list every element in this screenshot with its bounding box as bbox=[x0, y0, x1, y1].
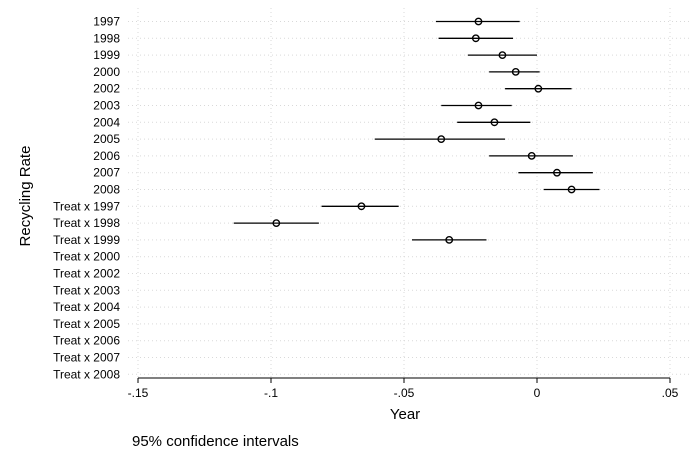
y-tick-label: 1997 bbox=[93, 15, 120, 29]
point-estimate bbox=[511, 68, 520, 76]
point-estimate bbox=[498, 51, 507, 59]
point-estimate bbox=[272, 219, 281, 228]
y-tick-label: Treat x 2002 bbox=[53, 267, 120, 281]
point-estimate bbox=[437, 135, 446, 144]
chart-note: 95% confidence intervals bbox=[132, 433, 299, 450]
point-estimate bbox=[553, 168, 561, 177]
point-estimate bbox=[445, 235, 454, 244]
point-estimate bbox=[490, 118, 499, 127]
y-tick-label: 2002 bbox=[93, 82, 120, 96]
point-estimate bbox=[474, 17, 483, 26]
x-tick-label: 0 bbox=[534, 386, 541, 400]
point-estimate bbox=[471, 34, 480, 43]
y-tick-label: Treat x 2003 bbox=[53, 283, 120, 297]
y-tick-label: Treat x 2006 bbox=[53, 334, 120, 348]
point-estimate bbox=[567, 185, 576, 194]
point-estimate bbox=[527, 151, 536, 160]
y-tick-label: 1999 bbox=[93, 48, 120, 62]
y-tick-label: 2005 bbox=[93, 132, 120, 146]
y-tick-label: 2004 bbox=[93, 115, 120, 129]
y-tick-label: Treat x 2008 bbox=[53, 367, 120, 381]
y-tick-label: Treat x 1999 bbox=[53, 233, 120, 247]
x-axis-title: Year bbox=[390, 406, 420, 423]
grid bbox=[128, 8, 690, 378]
y-tick-label: 2008 bbox=[93, 183, 120, 197]
x-axis: -.15 -.1 -.05 0 .05 bbox=[128, 377, 679, 400]
y-tick-label: 1998 bbox=[93, 31, 120, 45]
y-axis-title: Recycling Rate bbox=[17, 146, 34, 247]
point-estimate bbox=[357, 202, 366, 211]
y-tick-label: Treat x 2000 bbox=[53, 250, 120, 264]
y-axis-labels: 1997 1998 1999 2000 2002 2003 2004 2005 2006 2007… bbox=[53, 15, 120, 382]
y-tick-label: 2000 bbox=[93, 65, 120, 79]
y-tick-label: 2003 bbox=[93, 99, 120, 113]
y-tick-label: Treat x 2005 bbox=[53, 317, 120, 331]
x-tick-label: .05 bbox=[662, 386, 679, 400]
estimates bbox=[233, 17, 600, 244]
y-tick-label: 2007 bbox=[93, 166, 120, 180]
y-tick-label: Treat x 2007 bbox=[53, 351, 120, 365]
y-tick-label: Treat x 1997 bbox=[53, 199, 120, 213]
x-tick-label: -.1 bbox=[264, 386, 278, 400]
y-tick-label: 2006 bbox=[93, 149, 120, 163]
y-tick-label: Treat x 2004 bbox=[53, 300, 120, 314]
y-tick-label: Treat x 1998 bbox=[53, 216, 120, 230]
x-tick-label: -.05 bbox=[394, 386, 415, 400]
point-estimate bbox=[534, 84, 543, 93]
point-estimate bbox=[474, 101, 483, 110]
x-tick-label: -.15 bbox=[128, 386, 149, 400]
